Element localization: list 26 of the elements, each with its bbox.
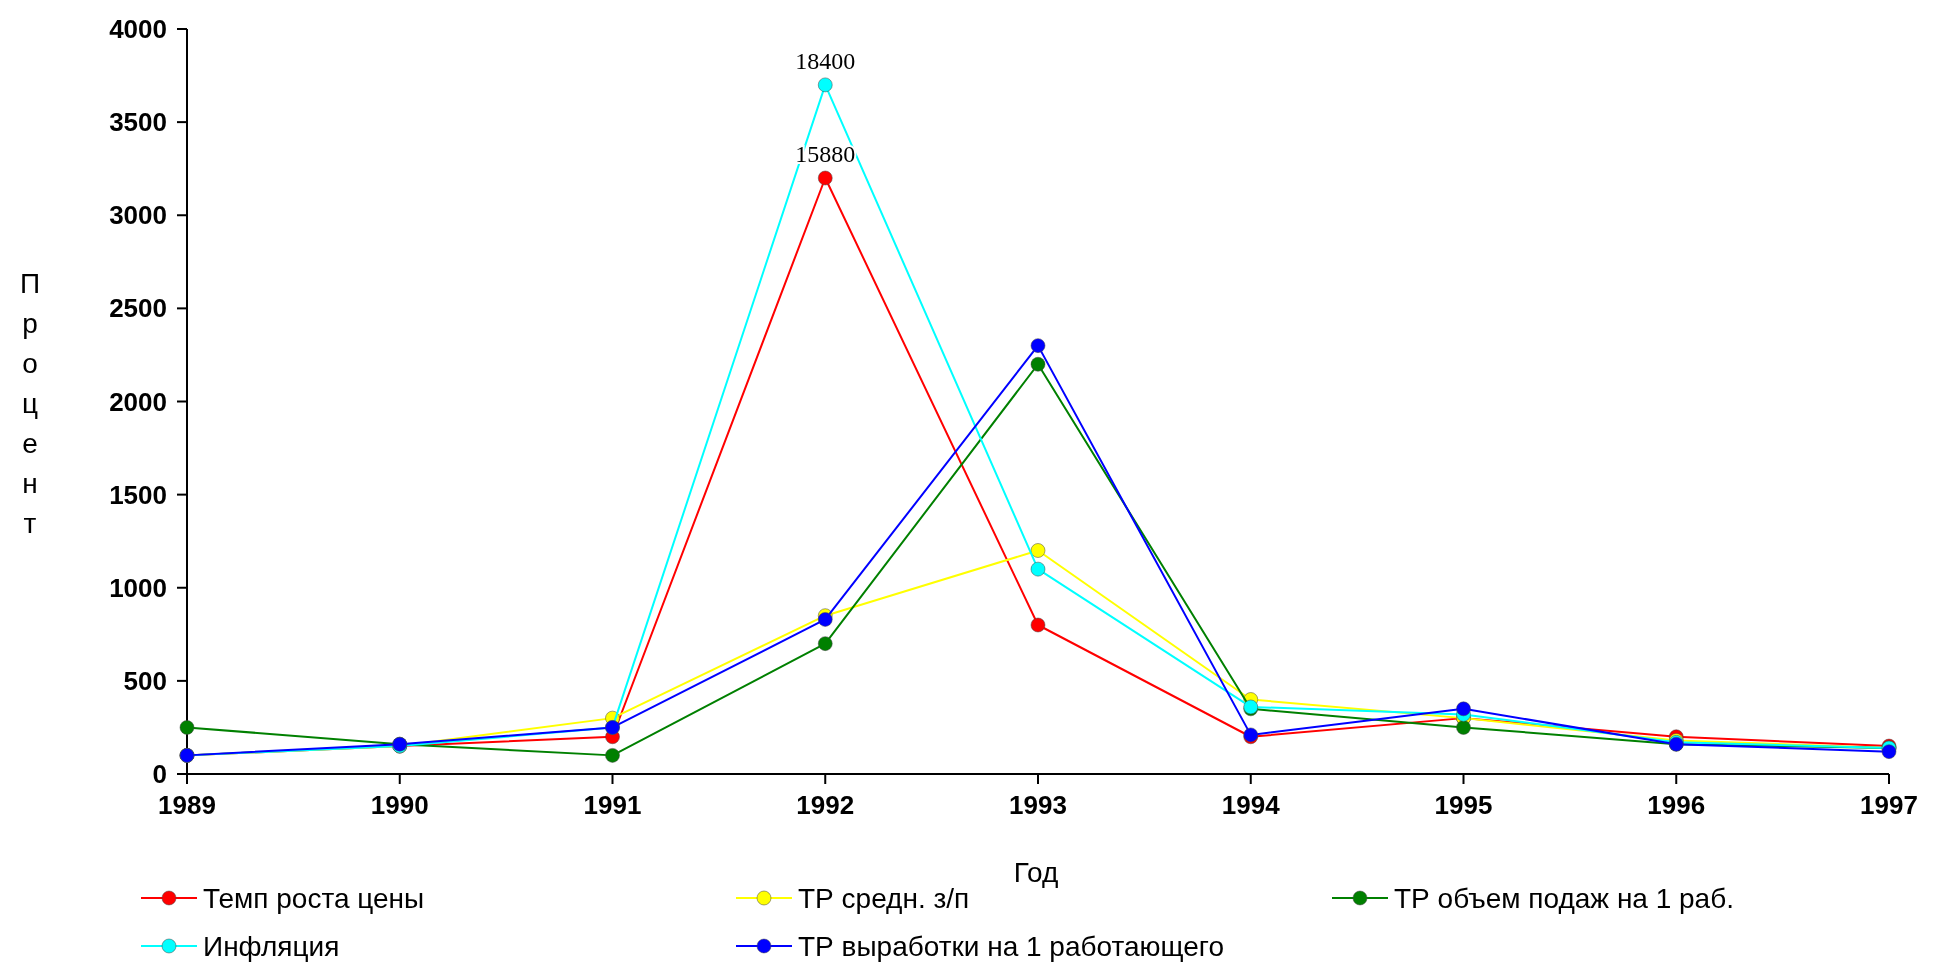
y-tick-label: 2500 [109, 293, 167, 324]
legend-label: Инфляция [203, 930, 340, 962]
x-tick-label: 1997 [1860, 790, 1918, 820]
x-axis-title: Год [1013, 857, 1059, 888]
y-tick-label: 4000 [109, 14, 167, 45]
x-tick-label: 1991 [583, 790, 642, 820]
y-tick-label: 3500 [109, 107, 167, 138]
x-tick-label: 1994 [1221, 790, 1281, 820]
x-tick-label: 1995 [1434, 790, 1493, 820]
x-tick-label: 1990 [370, 790, 429, 820]
y-tick-label: 3000 [109, 200, 167, 231]
y-tick-label: 1000 [109, 572, 167, 603]
legend-label: ТР объем подаж на 1 раб. [1394, 882, 1735, 914]
legend-label: Темп роста цены [203, 882, 425, 914]
x-tick-label: 1989 [158, 790, 216, 820]
y-tick-label: 500 [123, 665, 167, 696]
x-tick-label: 1996 [1647, 790, 1706, 820]
legend-label: ТР выработки на 1 работающего [798, 930, 1225, 962]
x-tick-label: 1993 [1009, 790, 1067, 820]
x-tick-label: 1992 [796, 790, 855, 820]
y-tick-label: 2000 [109, 386, 167, 417]
y-tick-label: 1500 [109, 479, 167, 510]
y-axis-title: Процент [19, 268, 41, 539]
legend-label: ТР средн. з/п [798, 882, 970, 914]
annotation: 18400 [795, 47, 856, 74]
y-tick-label: 0 [152, 759, 167, 790]
